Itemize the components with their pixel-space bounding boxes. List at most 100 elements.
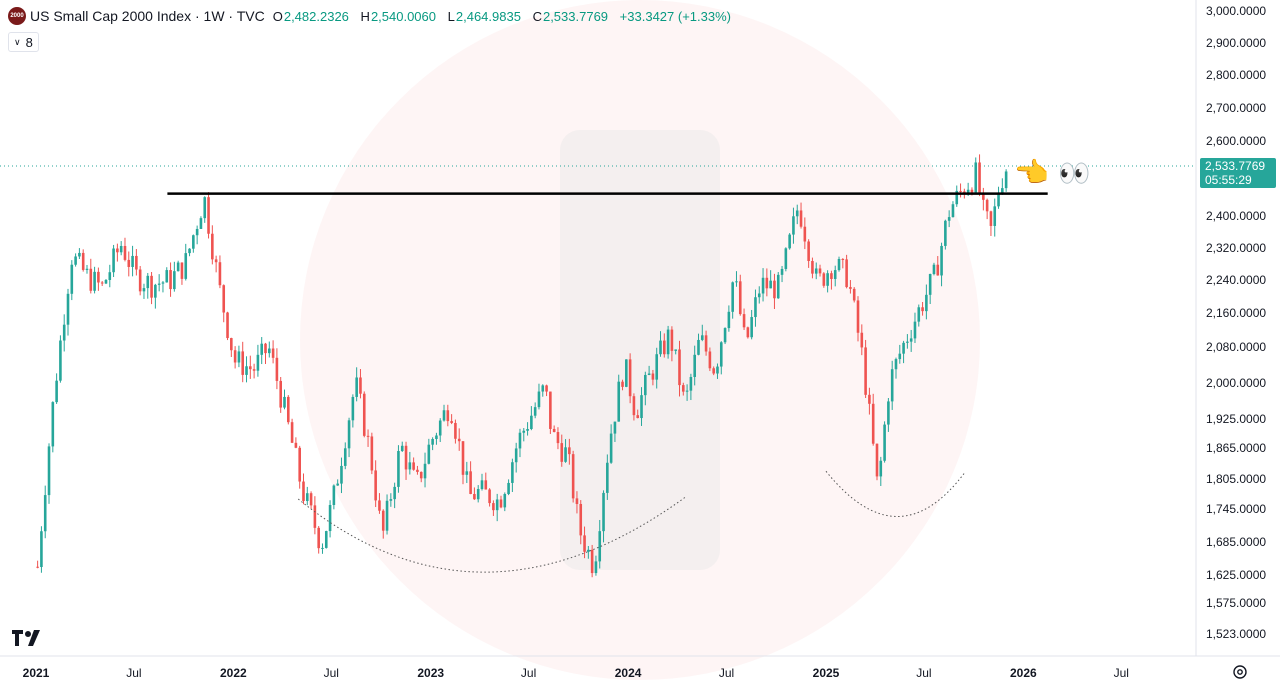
candle-body — [613, 421, 617, 434]
candle-body — [446, 410, 450, 422]
candle-body — [457, 438, 461, 442]
candle-body — [93, 271, 96, 291]
candle-body — [606, 462, 609, 493]
candle-body — [932, 264, 936, 275]
candle-body — [678, 349, 681, 386]
price-tick-label: 1,523.0000 — [1206, 627, 1266, 641]
candle-body — [492, 503, 495, 511]
candle-body — [898, 353, 902, 360]
candle-body — [936, 264, 940, 276]
change-value: +33.3427 (+1.33%) — [619, 8, 731, 24]
candle-body — [40, 531, 43, 568]
candle-body — [116, 248, 119, 253]
candle-body — [837, 258, 841, 271]
candle-body — [154, 284, 157, 298]
candle-body — [799, 210, 803, 227]
drawings[interactable] — [167, 192, 1048, 573]
candle-body — [947, 217, 951, 221]
candle-body — [495, 499, 499, 511]
symbol-title[interactable]: US Small Cap 2000 Index · 1W · TVC — [30, 8, 265, 24]
candle-body — [852, 288, 856, 301]
candle-body — [131, 255, 134, 267]
candle-body — [704, 335, 708, 352]
candle-body — [237, 351, 241, 363]
candle-body — [951, 204, 955, 218]
candle-body — [336, 483, 339, 486]
candle-body — [207, 197, 210, 234]
candle-body — [119, 245, 123, 253]
candle-body — [362, 393, 366, 436]
candle-body — [644, 374, 647, 396]
candle-body — [442, 410, 446, 421]
last-price-value: 2,533.7769 — [1205, 159, 1266, 173]
candle-body — [776, 274, 780, 299]
candle-body — [290, 422, 294, 443]
candle-body — [997, 192, 1000, 207]
candle-body — [476, 489, 480, 500]
last-price-tag: 2,533.7769 05:55:29 — [1200, 158, 1276, 188]
candle-body — [423, 463, 427, 479]
candle-body — [830, 273, 833, 279]
candle-body — [404, 445, 408, 470]
time-tick-label: 2021 — [23, 666, 50, 680]
candle-body — [530, 415, 533, 429]
candle-body — [754, 297, 757, 318]
tradingview-logo[interactable] — [12, 630, 40, 651]
candle-body — [731, 282, 734, 312]
candle-body — [864, 347, 867, 395]
candle-body — [761, 277, 765, 294]
candle-body — [773, 280, 776, 299]
candle-body — [697, 339, 700, 355]
candle-body — [594, 561, 598, 574]
candle-body — [689, 376, 693, 391]
price-tick-label: 2,900.0000 — [1206, 36, 1266, 50]
candle-body — [389, 499, 393, 501]
indicator-count: 8 — [25, 34, 33, 50]
candle-body — [230, 338, 233, 351]
candle-body — [921, 307, 924, 312]
chart-header: 2000 US Small Cap 2000 Index · 1W · TVC … — [8, 7, 739, 25]
settings-gear-icon[interactable] — [1232, 664, 1248, 680]
candle-body — [522, 430, 526, 433]
pointing-hand-icon: 👈 — [1014, 157, 1049, 188]
candle-body — [279, 380, 282, 408]
candle-body — [549, 391, 552, 429]
low-label: L — [447, 8, 455, 24]
time-tick-label: 2023 — [417, 666, 444, 680]
candle-body — [381, 510, 385, 531]
candle-body — [100, 282, 104, 284]
candle-body — [165, 270, 169, 283]
candle-body — [1001, 188, 1004, 193]
candle-body — [571, 454, 575, 499]
indicators-toggle[interactable]: ∨ 8 — [8, 32, 39, 52]
candle-body — [142, 288, 146, 292]
candle-body — [328, 505, 332, 532]
high-label: H — [360, 8, 370, 24]
candle-body — [674, 349, 677, 351]
candle-body — [982, 193, 985, 200]
candle-body — [55, 380, 58, 403]
candle-body — [860, 332, 864, 348]
candle-body — [252, 369, 256, 371]
price-tick-label: 2,700.0000 — [1206, 101, 1266, 115]
candle-body — [647, 373, 651, 375]
open-value: 2,482.2326 — [283, 8, 349, 24]
candle-body — [575, 498, 579, 504]
candle-body — [814, 268, 818, 274]
candle-body — [203, 197, 207, 219]
candle-body — [416, 469, 419, 472]
price-axis[interactable]: 3,000.0000 2,900.0000 2,800.0000 2,700.0000… — [1195, 0, 1266, 656]
candle-body — [332, 485, 336, 506]
candle-body — [302, 481, 305, 502]
candle-body — [974, 162, 978, 193]
candle-body — [66, 293, 70, 325]
candle-body — [959, 190, 962, 192]
candle-body — [640, 395, 643, 419]
candle-body — [552, 428, 556, 433]
candle-body — [985, 199, 989, 212]
candle-body — [917, 307, 921, 322]
time-axis[interactable]: 2021 Jul 2022 Jul 2023 Jul 2024 Jul 2025 Jul 2026 J… — [0, 655, 1280, 680]
candle-body — [928, 274, 932, 295]
candle-body — [268, 348, 271, 354]
